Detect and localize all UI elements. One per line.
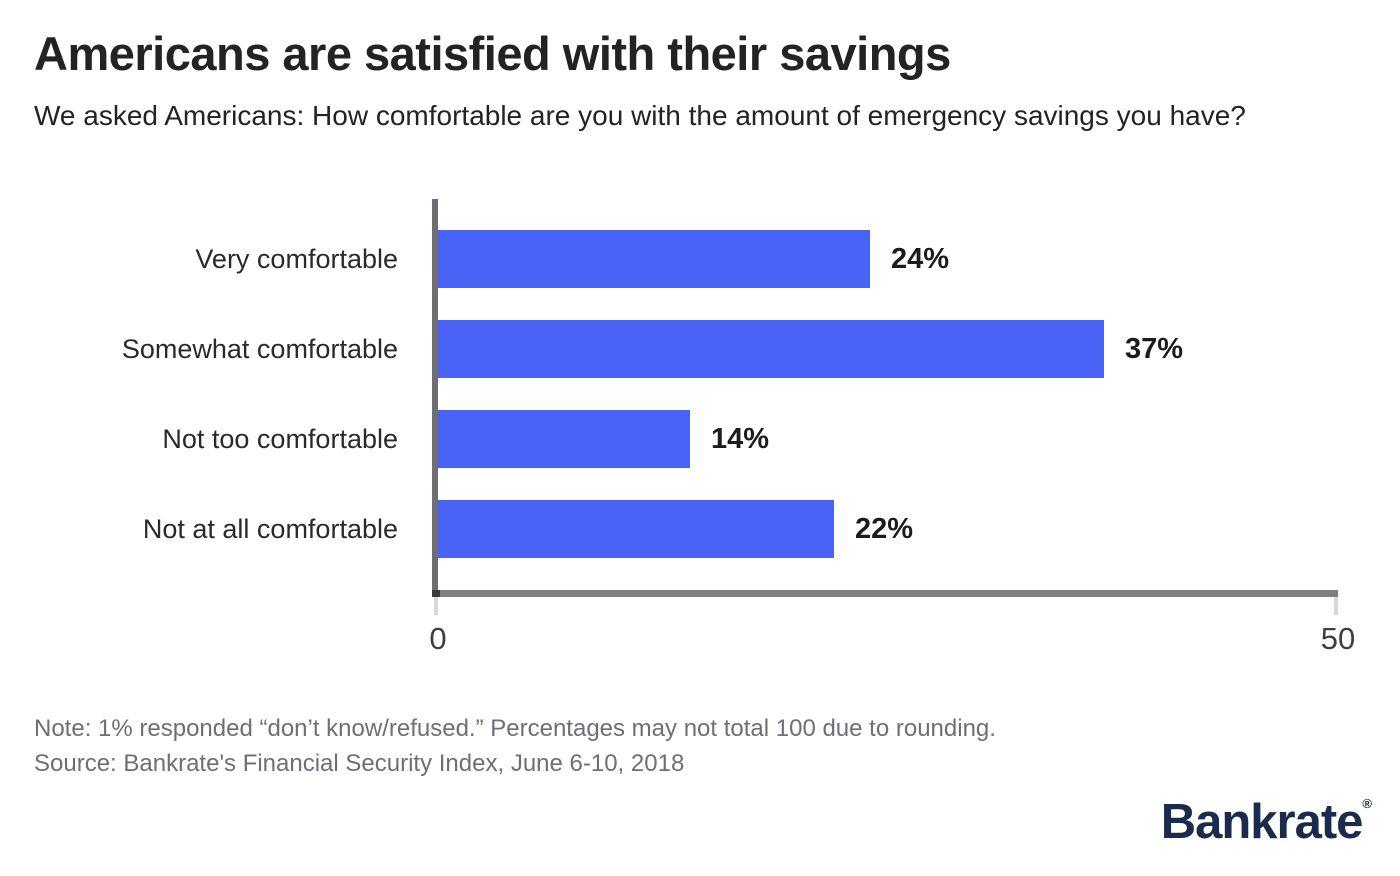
value-label: 22% <box>855 513 914 545</box>
value-label: 14% <box>711 423 770 455</box>
category-label: Somewhat comfortable <box>121 334 398 364</box>
note-text: Note: 1% responded “don’t know/refused.”… <box>34 715 996 742</box>
category-label: Very comfortable <box>195 244 398 274</box>
bar <box>438 410 690 468</box>
category-label: Not at all comfortable <box>142 514 398 544</box>
bar-row: 37% <box>438 320 1338 378</box>
footer: Note: 1% responded “don’t know/refused.”… <box>34 711 996 781</box>
bar-row: 14% <box>438 410 1338 468</box>
x-tick <box>1334 597 1338 615</box>
value-label: 37% <box>1125 333 1184 365</box>
bankrate-logo: Bankrate® <box>1161 794 1372 850</box>
category-label: Not too comfortable <box>162 424 398 454</box>
bar-row: 24% <box>438 230 1338 288</box>
x-tick-label: 50 <box>1320 621 1356 656</box>
bar-row: 22% <box>438 500 1338 558</box>
bar <box>438 320 1104 378</box>
registered-mark-icon: ® <box>1362 796 1372 811</box>
page-title: Americans are satisfied with their savin… <box>34 27 951 80</box>
category-labels-layer: Very comfortable Somewhat comfortable Not … <box>0 199 398 597</box>
value-label: 24% <box>891 243 950 275</box>
x-axis-line <box>432 590 1338 597</box>
bar-chart: 24% 37% 14% 22% 0 50 <box>429 199 1355 656</box>
y-axis-line <box>432 199 438 597</box>
bar <box>438 500 834 558</box>
bankrate-logo-text: Bankrate <box>1160 795 1364 849</box>
bar <box>438 230 870 288</box>
x-tick <box>434 597 438 615</box>
page-subtitle: We asked Americans: How comfortable are … <box>34 100 1246 131</box>
x-tick-label: 0 <box>429 621 447 656</box>
source-text: Source: Bankrate's Financial Security In… <box>34 750 685 777</box>
axis-corner <box>432 590 440 597</box>
